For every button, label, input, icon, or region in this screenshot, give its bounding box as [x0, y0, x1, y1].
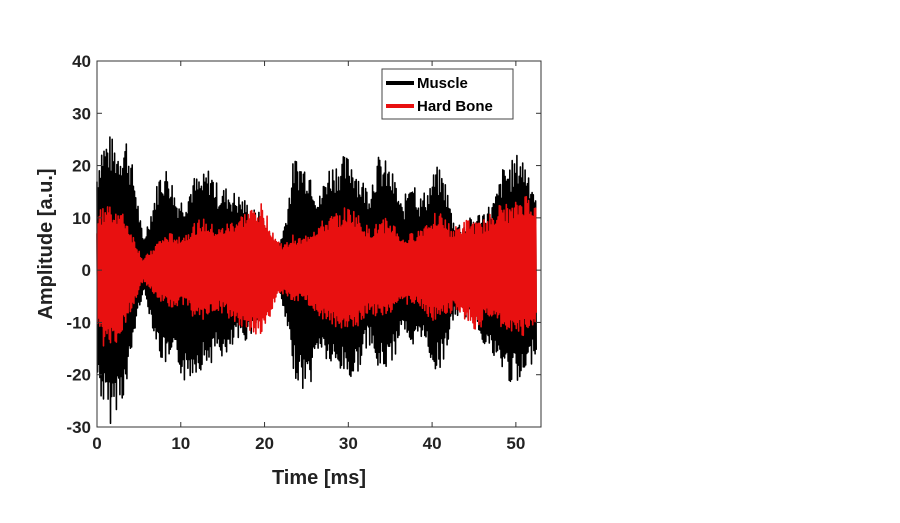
series-line-hard-bone [96, 195, 537, 347]
y-tick-label: 20 [72, 157, 91, 176]
y-axis-label: Amplitude [a.u.] [35, 168, 57, 319]
y-tick-label: 10 [72, 209, 91, 228]
x-tick-label: 0 [92, 434, 101, 453]
legend-label-muscle: Muscle [417, 75, 468, 92]
y-tick-label: 40 [72, 52, 91, 71]
tick-layer: 0 10 20 30 40 50 -30 -20 -10 0 10 20 30 40 [66, 52, 541, 453]
x-tick-label: 10 [171, 434, 190, 453]
x-tick-label: 30 [339, 434, 358, 453]
series-layer [96, 136, 537, 425]
legend-box [381, 68, 514, 120]
x-tick-label: 20 [255, 434, 274, 453]
legend: Muscle Hard Bone [381, 68, 514, 120]
y-tick-label: 30 [72, 104, 91, 123]
y-tick-label: 0 [82, 261, 91, 280]
axes-box [96, 60, 542, 428]
y-tick-label: -30 [66, 418, 91, 437]
x-axis-label: Time [ms] [272, 467, 366, 489]
y-tick-label: -20 [66, 366, 91, 385]
x-tick-label: 40 [423, 434, 442, 453]
x-tick-label: 50 [506, 434, 525, 453]
legend-label-hard-bone: Hard Bone [417, 98, 493, 115]
y-tick-label: -10 [66, 313, 91, 332]
